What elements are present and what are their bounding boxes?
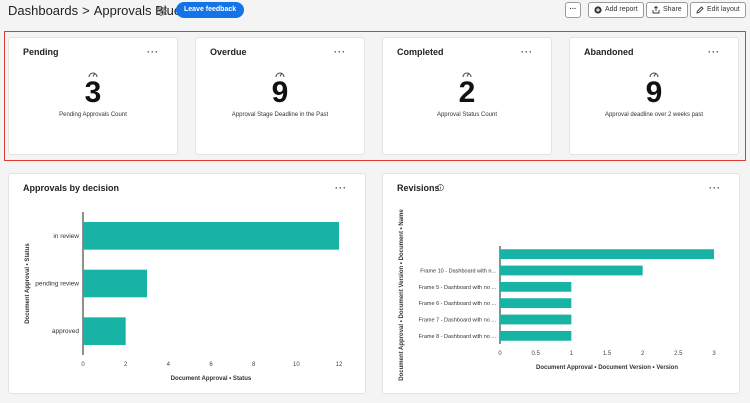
- chart-card-approvals: Approvals by decision ··· in review pendi…: [8, 173, 366, 394]
- x-axis-title: Document Approval • Status: [171, 376, 252, 382]
- kpi-row-highlight: [4, 31, 746, 161]
- bar: [500, 265, 643, 276]
- kpi-subtitle: Pending Approvals Count: [59, 112, 127, 118]
- kpi-card-completed: Completed ··· 2 Approval Status Count: [382, 37, 552, 155]
- x-tick-label: 1: [570, 351, 574, 357]
- category-label: Frame 10 - Dashboard with n...: [420, 269, 496, 275]
- edit-layout-button[interactable]: Edit layout: [690, 2, 746, 18]
- bar: [500, 330, 572, 341]
- more-icon[interactable]: ···: [709, 183, 721, 193]
- kpi-title: Completed: [397, 47, 444, 57]
- category-label: pending review: [35, 281, 79, 288]
- leave-feedback-button[interactable]: Leave feedback: [176, 2, 245, 18]
- category-label: approved: [52, 328, 79, 335]
- kpi-subtitle: Approval Status Count: [436, 112, 498, 118]
- more-icon[interactable]: ···: [521, 47, 533, 57]
- kpi-subtitle: Approval Stage Deadline in the Past: [231, 112, 329, 118]
- kpi-value: 2: [458, 76, 476, 109]
- add-report-button[interactable]: Add report: [588, 2, 644, 18]
- kpi-card-overdue: Overdue ··· 9 Approval Stage Deadline in…: [195, 37, 365, 155]
- x-tick-label: 0: [498, 351, 502, 357]
- x-tick-label: 12: [336, 362, 343, 368]
- bar: [500, 249, 714, 260]
- top-bar: Dashboards > Approvals Blueprint Leave fee…: [0, 0, 750, 24]
- breadcrumb-separator: >: [82, 3, 90, 18]
- x-tick-label: 2: [641, 351, 645, 357]
- more-icon: ···: [569, 6, 577, 13]
- kpi-title: Pending: [23, 47, 59, 57]
- edit-layout-label: Edit layout: [707, 6, 740, 13]
- more-icon[interactable]: ···: [335, 183, 347, 193]
- share-label: Share: [663, 6, 682, 13]
- bar: [500, 314, 572, 325]
- more-icon[interactable]: ···: [334, 47, 346, 57]
- x-tick-label: 10: [293, 362, 300, 368]
- x-tick-label: 6: [209, 362, 213, 368]
- x-tick-label: 0.5: [531, 351, 540, 357]
- kpi-value: 9: [271, 76, 289, 109]
- tune-icon[interactable]: [157, 6, 167, 16]
- bar: [83, 222, 339, 250]
- gauge-icon: [275, 72, 285, 78]
- kpi-card-pending: Pending ··· 3 Pending Approvals Count: [8, 37, 178, 155]
- y-axis-title: Document Approval • Document Version • D…: [399, 209, 405, 381]
- x-tick-label: 3: [712, 351, 716, 357]
- category-label: Frame 8 - Dashboard with no ...: [419, 334, 497, 340]
- kpi-title: Overdue: [210, 47, 247, 57]
- share-icon: [652, 6, 660, 14]
- x-tick-label: 2.5: [674, 351, 683, 357]
- kpi-value: 9: [645, 76, 663, 109]
- category-label: Frame 6 - Dashboard with no ...: [419, 301, 497, 307]
- bar: [83, 317, 126, 345]
- kpi-card-abandoned: Abandoned ··· 9 Approval deadline over 2…: [569, 37, 739, 155]
- more-actions-button[interactable]: ···: [565, 2, 581, 18]
- gauge-icon: [462, 72, 472, 78]
- chart-title: Revisions: [397, 183, 440, 193]
- x-tick-label: 2: [124, 362, 128, 368]
- breadcrumb-root[interactable]: Dashboards: [8, 3, 79, 18]
- pencil-icon: [696, 6, 704, 14]
- more-icon[interactable]: ···: [147, 47, 159, 57]
- approvals-bar-chart: in review pending review approved 0 2 4 6 8 10 12…: [25, 212, 343, 382]
- share-button[interactable]: Share: [646, 2, 688, 18]
- x-tick-label: 8: [252, 362, 256, 368]
- bar: [500, 281, 572, 292]
- kpi-title: Abandoned: [584, 47, 634, 57]
- add-report-label: Add report: [605, 6, 638, 13]
- kpi-value: 3: [84, 76, 102, 109]
- revisions-bar-chart: Frame 10 - Dashboard with n... Frame 5 - …: [399, 209, 716, 381]
- chart-title: Approvals by decision: [23, 183, 120, 193]
- category-label: Frame 5 - Dashboard with no ...: [419, 285, 497, 291]
- x-axis-title: Document Approval • Document Version • V…: [536, 365, 678, 371]
- x-tick-label: 1.5: [603, 351, 612, 357]
- gauge-icon: [88, 72, 98, 78]
- more-icon[interactable]: ···: [708, 47, 720, 57]
- info-icon[interactable]: [437, 184, 444, 191]
- bar: [500, 298, 572, 309]
- category-label: Frame 7 - Dashboard with no ...: [419, 318, 497, 324]
- bar: [83, 269, 147, 298]
- y-axis-title: Document Approval • Status: [25, 243, 31, 324]
- x-tick-label: 0: [81, 362, 85, 368]
- add-circle-icon: [594, 6, 602, 14]
- kpi-subtitle: Approval deadline over 2 weeks past: [604, 112, 704, 118]
- gauge-icon: [649, 72, 659, 78]
- category-label: in review: [53, 233, 79, 240]
- chart-card-revisions: Revisions ··· Frame 10 - Dashboard with …: [382, 173, 740, 394]
- x-tick-label: 4: [167, 362, 171, 368]
